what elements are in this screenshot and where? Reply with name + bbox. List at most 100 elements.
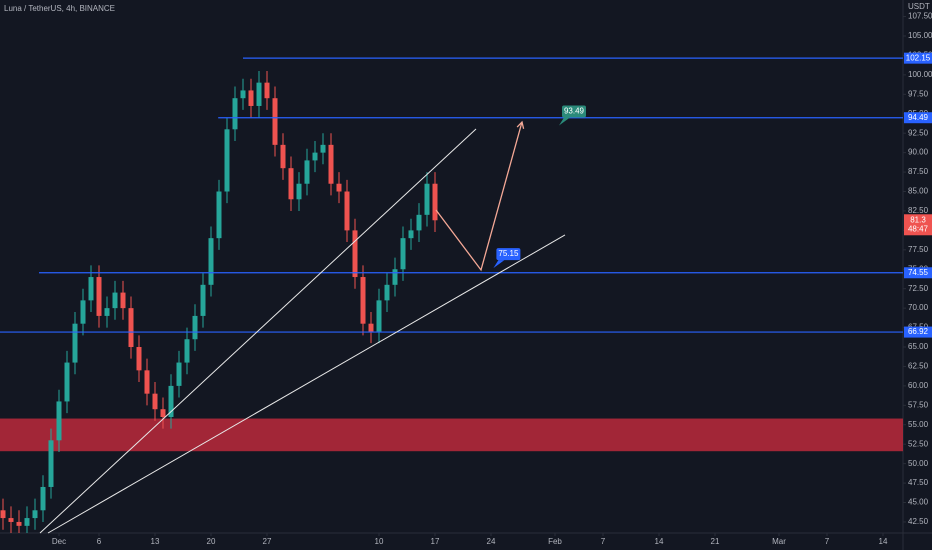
candle-body — [104, 308, 110, 316]
candle-body — [384, 284, 390, 301]
x-tick-label: 24 — [487, 537, 496, 546]
candle-body — [64, 362, 70, 402]
last-price-box — [904, 214, 932, 236]
candle-body — [184, 339, 190, 363]
candle-body — [200, 284, 206, 316]
y-tick-label: 100.00 — [908, 70, 932, 79]
candle-body — [224, 129, 230, 192]
candle-body — [304, 160, 310, 184]
candle-body — [336, 183, 342, 192]
y-tick-label: 42.50 — [908, 517, 929, 526]
last-price-label: 81.3 — [910, 215, 926, 224]
candle-body — [80, 300, 86, 324]
price-label: 74.55 — [908, 268, 929, 277]
price-label-box — [904, 112, 932, 124]
callout-pointer — [559, 117, 570, 126]
candle-body — [8, 518, 14, 522]
y-tick-label: 107.50 — [908, 12, 932, 21]
candle-body — [400, 238, 406, 270]
candle-body — [352, 230, 358, 278]
price-label: 66.92 — [908, 327, 929, 336]
price-label-box — [904, 52, 932, 64]
x-tick-label: Dec — [52, 537, 66, 546]
x-tick-label: 10 — [375, 537, 384, 546]
price-label-box — [904, 267, 932, 279]
x-tick-label: 17 — [431, 537, 440, 546]
x-tick-label: Feb — [548, 537, 562, 546]
y-tick-label: 87.50 — [908, 167, 929, 176]
callout-box — [496, 248, 521, 261]
callout-pointer — [493, 260, 505, 269]
candle-body — [288, 168, 294, 200]
x-tick-label: 13 — [151, 537, 160, 546]
candle-body — [368, 323, 374, 332]
candle-body — [48, 440, 54, 487]
candle-body — [320, 144, 326, 153]
y-tick-label: 70.00 — [908, 303, 929, 312]
candle-body — [296, 183, 302, 200]
candle-body — [40, 486, 46, 511]
candle-body — [376, 300, 382, 332]
candle-body — [256, 82, 262, 106]
candle-body — [24, 518, 30, 526]
candle-body — [232, 98, 238, 130]
x-tick-label: 21 — [711, 537, 720, 546]
y-tick-label: 45.00 — [908, 498, 929, 507]
candle-body — [72, 323, 78, 363]
y-tick-label: 72.50 — [908, 284, 929, 293]
y-tick-label: 105.00 — [908, 31, 932, 40]
candle-body — [392, 269, 398, 285]
y-tick-label: 85.00 — [908, 187, 929, 196]
candle-body — [216, 191, 222, 239]
candle-body — [264, 82, 270, 99]
candle-body — [56, 401, 62, 441]
price-label: 102.15 — [906, 53, 931, 62]
callout-label: 75.15 — [498, 249, 519, 258]
y-tick-label: 50.00 — [908, 459, 929, 468]
price-label: 94.49 — [908, 113, 929, 122]
candle-body — [136, 347, 142, 371]
x-tick-label: 14 — [655, 537, 664, 546]
candle-body — [32, 510, 38, 519]
price-label-box — [904, 326, 932, 338]
y-unit: USDT — [908, 2, 930, 11]
candle-body — [152, 393, 158, 410]
y-tick-label: 77.50 — [908, 245, 929, 254]
y-tick-label: 92.50 — [908, 128, 929, 137]
x-tick-label: 20 — [207, 537, 216, 546]
candle-body — [344, 191, 350, 231]
y-tick-label: 52.50 — [908, 439, 929, 448]
candle-body — [120, 292, 126, 309]
projection-path — [435, 121, 523, 272]
callout-box — [562, 105, 586, 118]
y-tick-label: 90.00 — [908, 148, 929, 157]
chart-title: Luna / TetherUS, 4h, BINANCE — [4, 4, 115, 13]
callout-label: 93.49 — [564, 107, 585, 116]
candle-body — [360, 277, 366, 324]
candle-body — [96, 277, 102, 316]
candle-body — [112, 292, 118, 309]
x-tick-label: 7 — [825, 537, 830, 546]
y-tick-label: 62.50 — [908, 362, 929, 371]
candle-body — [280, 144, 286, 169]
candle-body — [88, 277, 94, 301]
candle-body — [168, 385, 174, 417]
candle-body — [248, 90, 254, 106]
zone — [0, 418, 903, 452]
candle-body — [208, 238, 214, 285]
x-tick-label: 6 — [97, 537, 102, 546]
candle-body — [192, 315, 198, 340]
x-tick-label: 27 — [263, 537, 272, 546]
countdown-label: 48:47 — [908, 224, 929, 233]
y-tick-label: 65.00 — [908, 342, 929, 351]
candle-body — [408, 230, 414, 239]
y-tick-label: 97.50 — [908, 89, 929, 98]
candle-body — [16, 521, 22, 526]
y-tick-label: 47.50 — [908, 478, 929, 487]
candle-body — [312, 152, 318, 161]
candle-body — [144, 370, 150, 394]
candle-body — [176, 362, 182, 386]
y-tick-label: 57.50 — [908, 400, 929, 409]
